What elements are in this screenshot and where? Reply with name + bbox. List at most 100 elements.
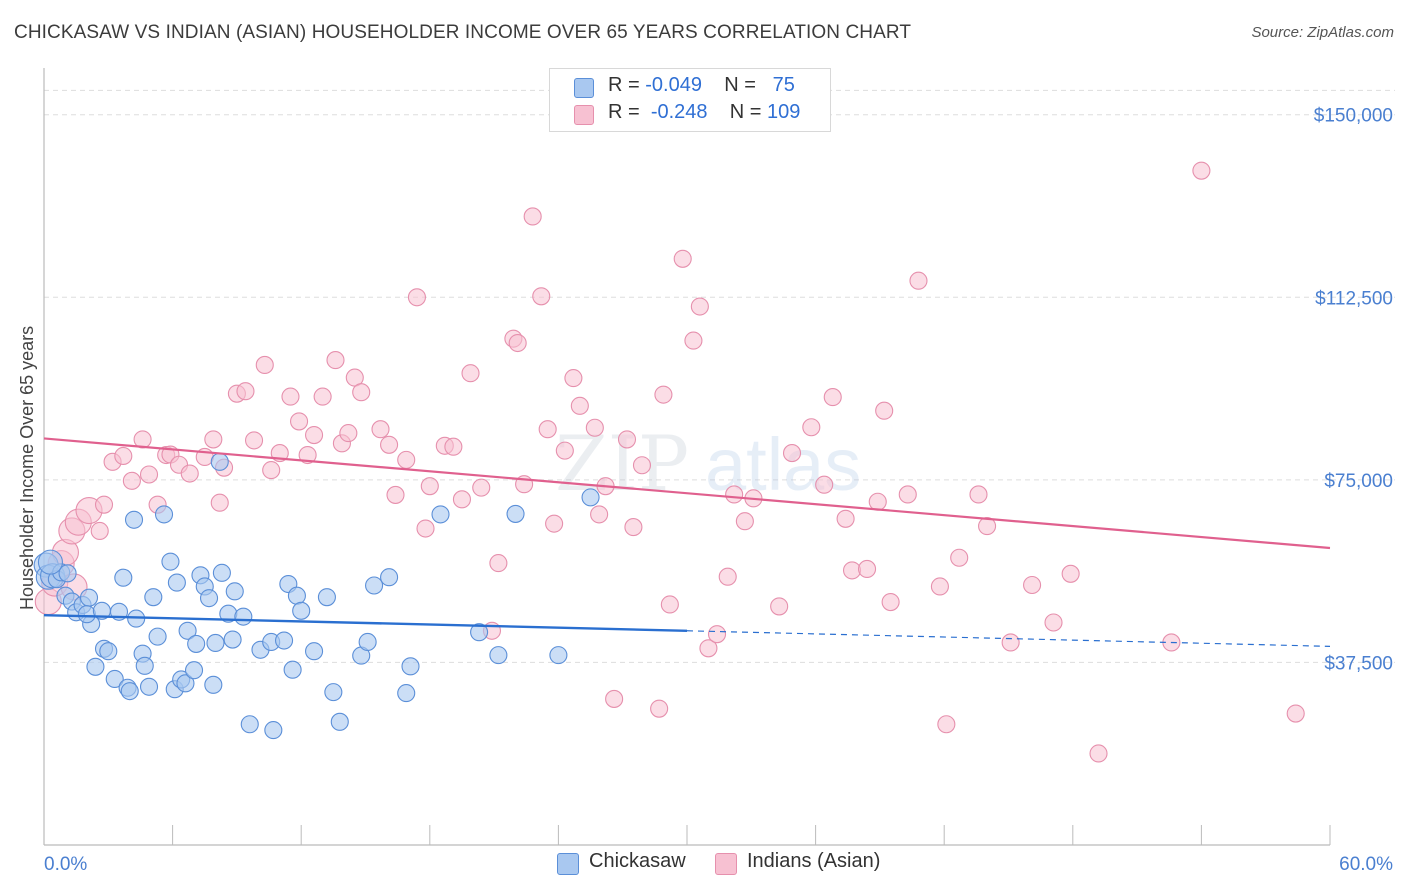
axes	[43, 68, 1331, 846]
point-indians-asian	[262, 461, 281, 480]
point-chickasaw	[167, 573, 186, 592]
point-indians-asian	[684, 331, 703, 350]
point-chickasaw	[305, 642, 324, 661]
point-chickasaw	[37, 549, 63, 575]
point-chickasaw	[431, 505, 450, 524]
y-tick-label: $112,500	[1315, 288, 1393, 309]
point-chickasaw	[287, 586, 306, 605]
legend-r-label: R =	[608, 101, 646, 123]
point-indians-asian	[836, 509, 855, 528]
point-chickasaw	[154, 505, 174, 524]
point-chickasaw	[506, 504, 525, 523]
point-chickasaw	[79, 588, 99, 607]
point-indians-asian	[881, 592, 900, 612]
point-indians-asian	[472, 478, 491, 497]
point-indians-asian	[707, 625, 727, 644]
legend-swatch-chickasaw	[574, 78, 594, 98]
point-chickasaw	[401, 657, 420, 676]
source-label: Source: ZipAtlas.com	[1251, 24, 1394, 41]
point-indians-asian	[545, 514, 564, 533]
point-indians-asian	[90, 521, 109, 541]
point-chickasaw	[99, 642, 118, 661]
point-indians-asian	[290, 412, 309, 431]
point-indians-asian	[397, 450, 416, 469]
point-chickasaw	[581, 488, 600, 507]
point-chickasaw	[223, 630, 242, 649]
point-chickasaw	[358, 632, 377, 652]
point-indians-asian	[673, 249, 692, 268]
point-indians-asian	[1001, 633, 1020, 652]
point-indians-asian	[868, 492, 887, 511]
trend-lines	[43, 437, 1331, 647]
point-indians-asian	[654, 385, 673, 404]
point-indians-asian	[114, 446, 133, 466]
point-chickasaw	[139, 677, 159, 696]
point-indians-asian	[407, 288, 426, 307]
legend-n-value: 109	[767, 101, 801, 123]
series-chickasaw-points	[33, 452, 600, 740]
point-indians-asian	[444, 437, 463, 456]
point-chickasaw	[86, 657, 105, 676]
point-indians-asian	[281, 387, 300, 406]
y-tick-label: $150,000	[1314, 106, 1393, 127]
point-chickasaw	[240, 715, 259, 734]
point-chickasaw	[124, 510, 144, 529]
point-indians-asian	[236, 382, 255, 401]
point-chickasaw	[317, 588, 336, 607]
x-tick-label-min: 0.0%	[44, 854, 87, 875]
trend-line-chickasaw-extension	[686, 630, 1331, 647]
point-indians-asian	[489, 554, 508, 573]
point-indians-asian	[204, 430, 223, 449]
legend-label-indians-asian: Indians (Asian)	[747, 850, 881, 872]
point-chickasaw	[176, 674, 195, 693]
legend-r-value: -0.248	[650, 101, 708, 123]
point-indians-asian	[339, 424, 358, 443]
point-chickasaw	[365, 576, 384, 595]
point-indians-asian	[725, 485, 744, 504]
point-chickasaw	[324, 683, 343, 702]
point-indians-asian	[590, 505, 609, 524]
point-indians-asian	[416, 519, 435, 538]
point-indians-asian	[420, 477, 439, 496]
legend-label-chickasaw: Chickasaw	[589, 850, 686, 872]
point-indians-asian	[770, 597, 789, 616]
point-chickasaw	[397, 684, 416, 703]
point-chickasaw	[470, 623, 489, 642]
point-indians-asian	[122, 471, 141, 490]
point-indians-asian	[875, 401, 894, 420]
point-indians-asian	[380, 435, 399, 454]
legend-swatch-chickasaw	[557, 853, 579, 875]
point-indians-asian	[950, 548, 969, 567]
point-indians-asian	[564, 369, 583, 388]
legend-swatch-indians-asian	[574, 105, 594, 125]
trend-line-chickasaw	[43, 613, 688, 632]
point-indians-asian	[180, 464, 199, 483]
tick-labels: $150,000 $112,500 $75,000 $37,500 0.0% 60.0%	[44, 106, 1393, 875]
point-indians-asian	[699, 639, 718, 658]
point-chickasaw	[330, 712, 349, 731]
point-chickasaw	[283, 660, 302, 679]
point-chickasaw	[549, 646, 568, 665]
legend-r-value: -0.049	[645, 74, 702, 96]
legend-n-label: N =	[729, 101, 768, 123]
point-chickasaw	[105, 669, 124, 689]
point-indians-asian	[1089, 744, 1108, 763]
point-chickasaw	[489, 646, 508, 665]
point-indians-asian	[461, 364, 480, 383]
y-tick-label: $37,500	[1324, 653, 1393, 674]
point-indians-asian	[244, 431, 264, 450]
x-tick-label-max: 60.0%	[1339, 854, 1393, 875]
y-axis-label: Householder Income Over 65 years	[17, 326, 37, 610]
point-indians-asian	[326, 351, 345, 370]
point-indians-asian	[313, 387, 332, 406]
point-indians-asian	[735, 512, 754, 531]
point-indians-asian	[978, 517, 997, 536]
point-chickasaw	[114, 568, 133, 587]
trend-line-indians-asian	[43, 437, 1331, 550]
point-indians-asian	[94, 495, 114, 514]
point-chickasaw	[135, 656, 154, 675]
point-indians-asian	[632, 456, 652, 475]
point-chickasaw	[204, 675, 223, 694]
point-indians-asian	[898, 485, 917, 504]
point-indians-asian	[815, 475, 834, 494]
